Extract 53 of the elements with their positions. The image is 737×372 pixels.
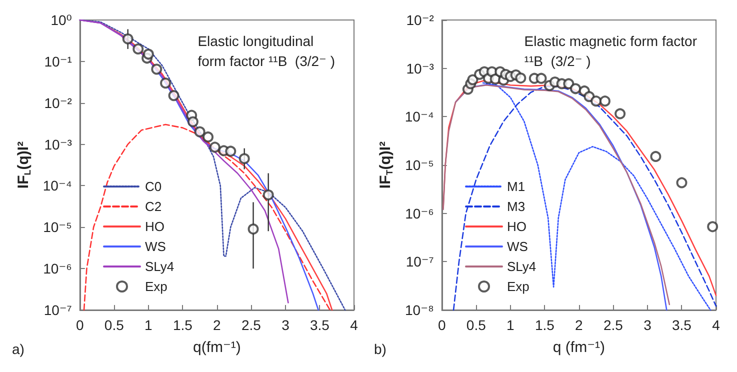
x-tick-label: 4 — [350, 317, 358, 333]
legend-label: WS — [507, 239, 528, 254]
text: Elastic longitudinal form factor ¹¹B (3/2⁻ ) — [198, 33, 336, 69]
legend-label: M3 — [507, 199, 526, 214]
text: b) — [374, 341, 386, 357]
y-tick-label: 10⁰ — [50, 12, 72, 28]
x-tick-label: 3 — [644, 317, 652, 333]
y-tick-label: 10⁻⁸ — [405, 302, 434, 318]
y-tick-label: 10⁻⁴ — [404, 108, 434, 125]
x-tick-label: 3.5 — [672, 317, 692, 333]
x-tick-label: 0.5 — [104, 317, 124, 333]
x-tick-label: 2 — [575, 317, 584, 333]
x-tick-label: 3.5 — [310, 317, 330, 333]
text: Elastic magnetic form factor ¹¹B (3/2⁻ ) — [524, 33, 698, 69]
y-axis-title: IFL(q)I² — [15, 141, 32, 189]
legend-label: HO — [145, 219, 164, 234]
legend-label: WS — [145, 239, 166, 254]
x-tick-label: 1.5 — [534, 317, 555, 333]
legend-label: M1 — [507, 179, 526, 194]
x-tick-label: 0.5 — [466, 317, 486, 333]
y-tick-label: 10⁻³ — [44, 136, 72, 152]
y-axis-title: IFT(q)I² — [377, 141, 394, 189]
legend-label: SLy4 — [145, 259, 174, 274]
legend-label: C2 — [145, 199, 162, 214]
x-tick-label: 0 — [76, 317, 84, 333]
legend-label: SLy4 — [507, 259, 536, 274]
y-tick-label: 10⁻¹ — [44, 53, 72, 70]
legend-label: Exp — [145, 279, 168, 294]
y-tick-label: 10⁻⁵ — [405, 157, 434, 173]
y-tick-label: 10⁻⁷ — [406, 254, 434, 270]
y-tick-label: 10⁻² — [44, 94, 72, 111]
legend-label: HO — [507, 219, 526, 234]
y-tick-label: 10⁻³ — [406, 60, 434, 76]
x-tick-label: 1.5 — [172, 317, 193, 333]
y-tick-label: 10⁻⁶ — [405, 205, 434, 222]
x-axis-title: q(fm⁻¹) — [192, 339, 241, 356]
x-tick-label: 1 — [144, 317, 153, 333]
legend-label: Exp — [507, 279, 530, 294]
y-tick-label: 10⁻⁵ — [43, 219, 72, 236]
legend-label: C0 — [145, 179, 162, 194]
text: a) — [12, 341, 24, 357]
x-tick-label: 2 — [213, 317, 222, 333]
y-tick-label: 10⁻⁶ — [43, 260, 72, 277]
x-tick-label: 4 — [712, 317, 720, 333]
x-tick-label: 0 — [438, 317, 446, 333]
y-tick-label: 10⁻⁴ — [42, 178, 72, 194]
x-axis-title: q (fm⁻¹) — [552, 339, 605, 356]
x-tick-label: 2.5 — [603, 317, 624, 333]
x-tick-label: 2.5 — [241, 317, 262, 333]
x-tick-label: 3 — [282, 317, 290, 333]
y-tick-label: 10⁻⁷ — [44, 302, 72, 318]
y-tick-label: 10⁻² — [406, 12, 434, 28]
x-tick-label: 1 — [506, 317, 515, 333]
